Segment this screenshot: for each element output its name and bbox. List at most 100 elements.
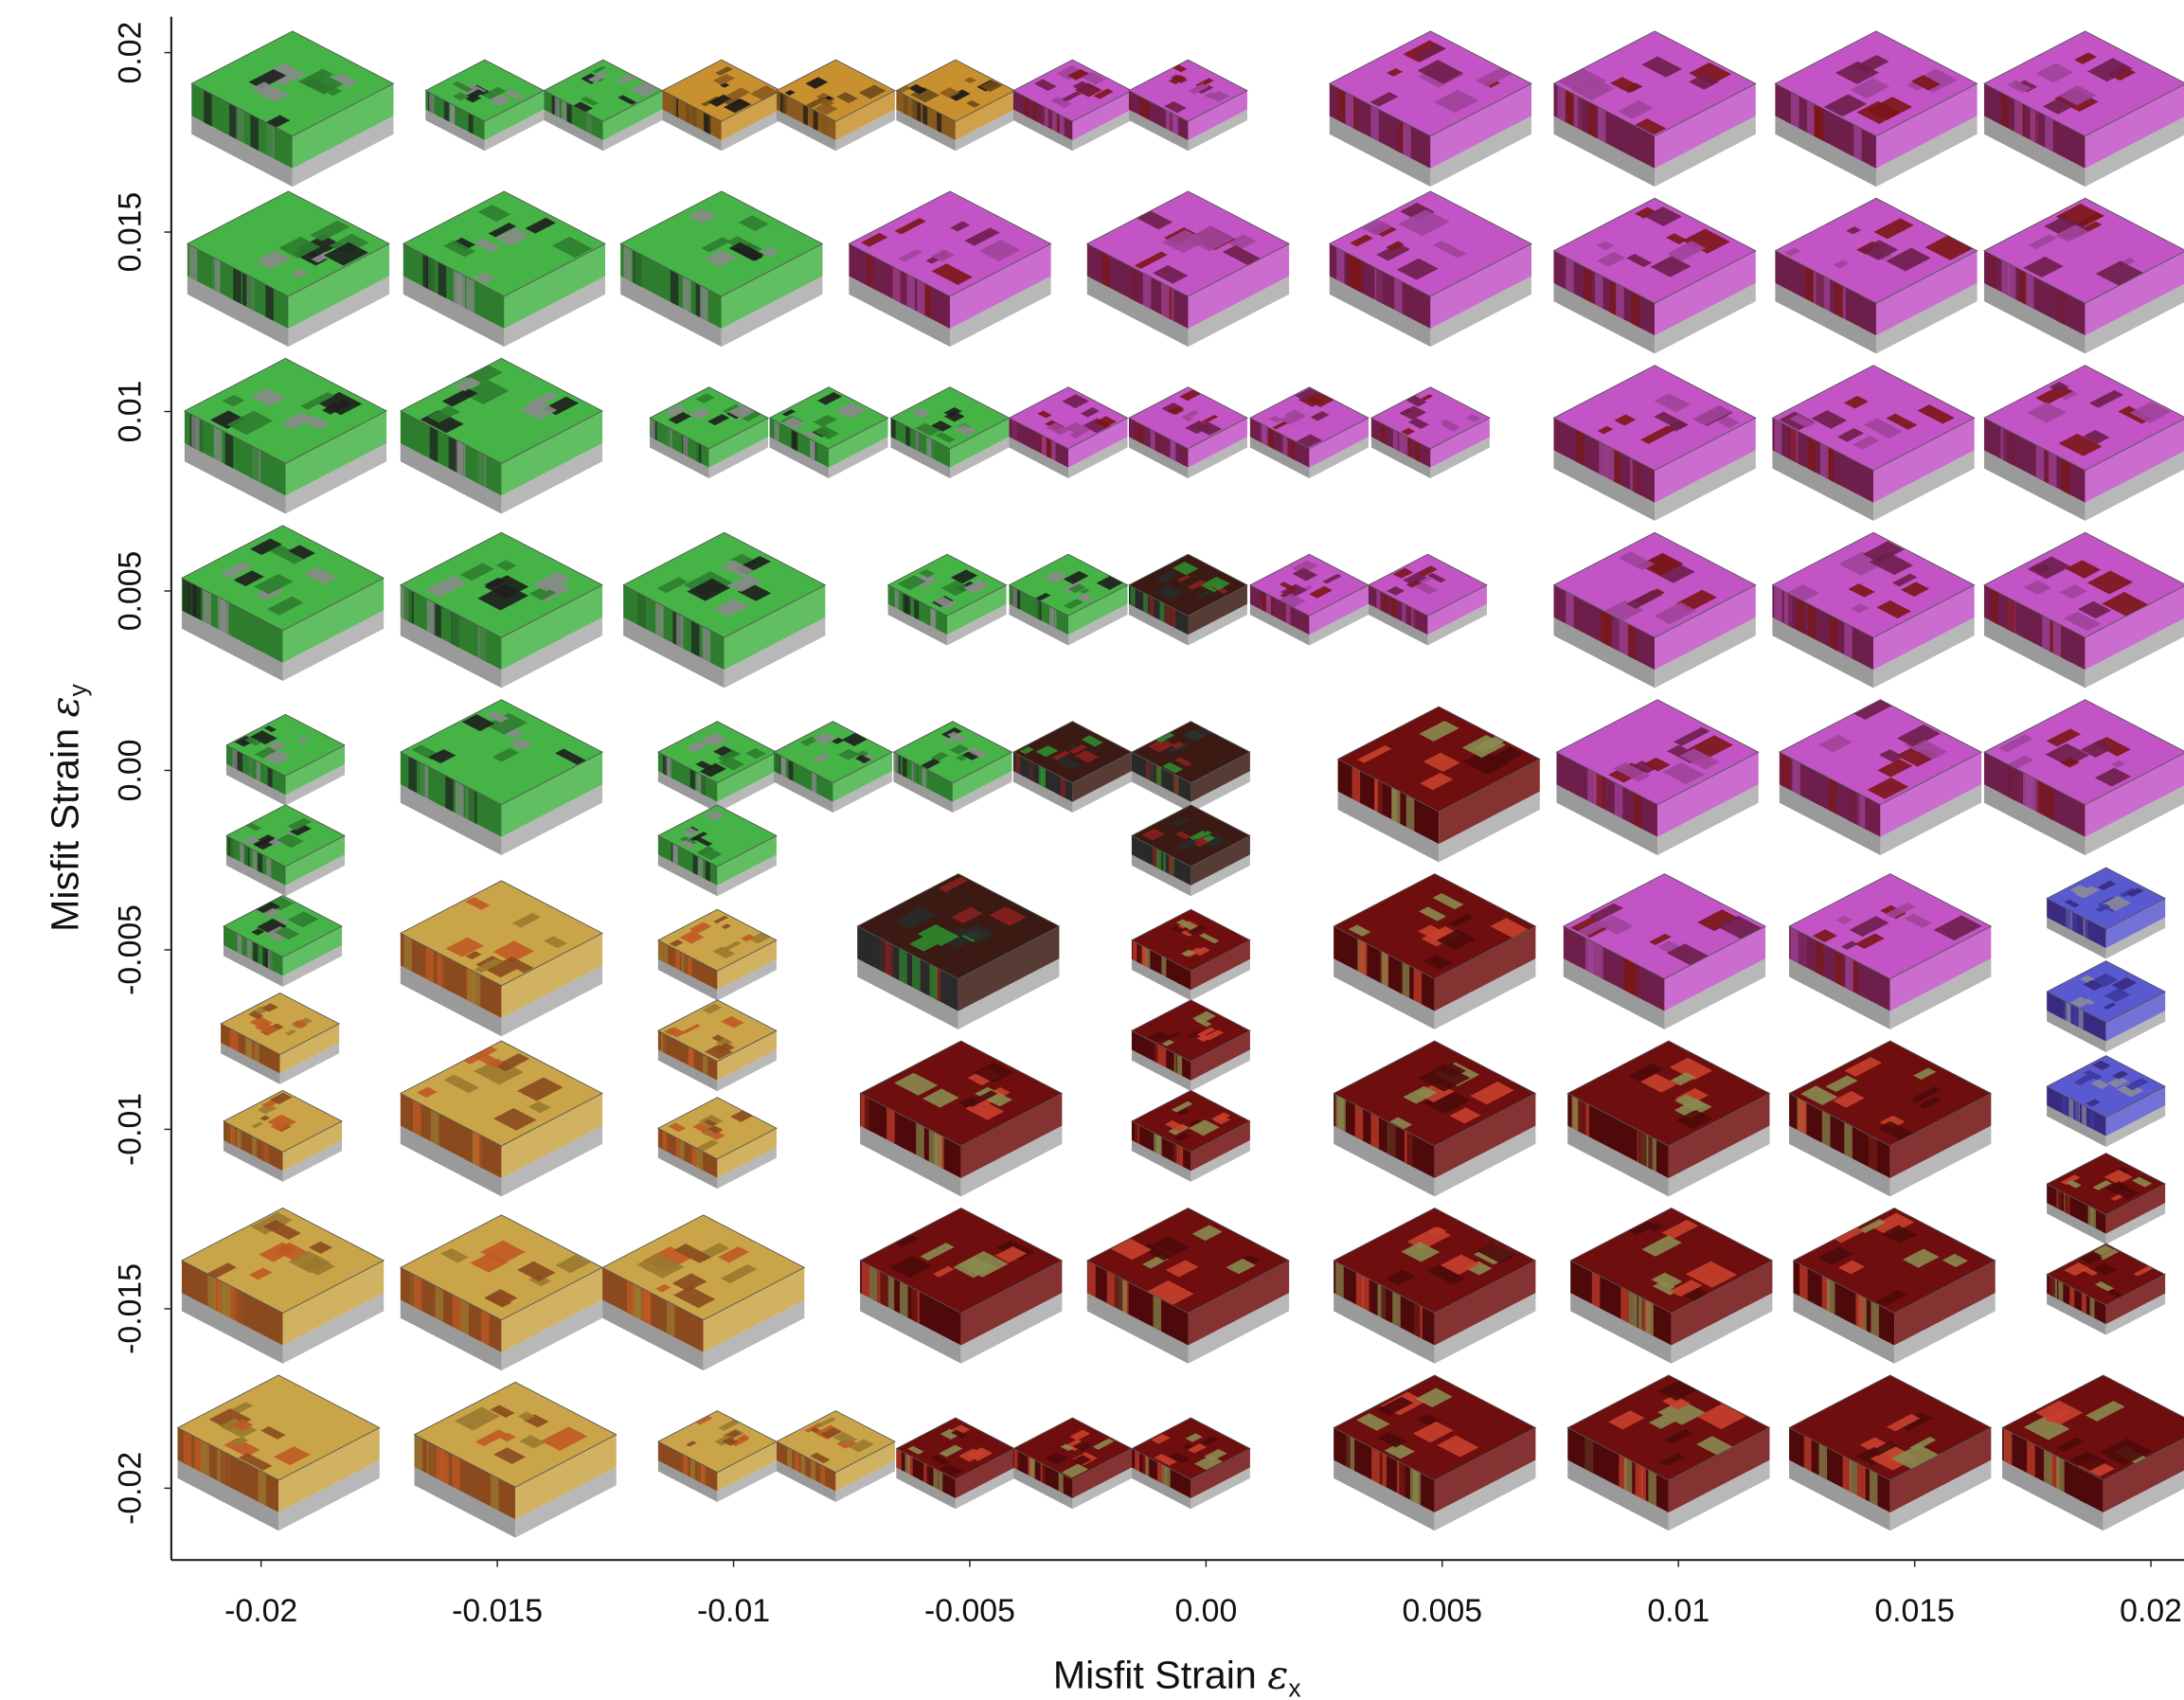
cube-side-domain	[230, 837, 235, 859]
cube-side-domain	[435, 1285, 443, 1322]
domain-cube	[1132, 909, 1250, 1000]
domain-cube	[1780, 700, 1981, 855]
y-axis-title-text: Misfit Strain	[43, 728, 86, 932]
cube-side-domain	[1286, 603, 1291, 625]
cube-side-domain	[2056, 1456, 2065, 1493]
cube-side-domain	[1633, 458, 1641, 495]
cube-side-domain	[924, 604, 929, 626]
domain-cube	[1567, 1041, 1769, 1196]
cube-side-domain	[1172, 113, 1176, 134]
cube-side-domain	[787, 1447, 792, 1469]
domain-cube	[1132, 1000, 1250, 1091]
cube-side-domain	[1399, 432, 1404, 454]
cube-side-domain	[439, 262, 447, 299]
cube-side-domain	[247, 275, 256, 312]
cube-side-domain	[1087, 1261, 1096, 1297]
domain-cube	[896, 60, 1014, 151]
cube-side-domain	[255, 1041, 260, 1063]
cube-side-domain	[942, 1473, 947, 1494]
cube-side-domain	[1857, 962, 1866, 999]
domain-cube	[401, 1041, 602, 1196]
x-tick-label: 0.005	[1402, 1593, 1482, 1629]
x-tick-label: 0.015	[1874, 1593, 1955, 1629]
cube-side-domain	[1820, 443, 1829, 480]
cube-side-domain	[658, 940, 663, 962]
cube-side-domain	[253, 941, 258, 963]
cube-side-domain	[1781, 422, 1790, 459]
cube-side-domain	[880, 1271, 888, 1308]
cube-side-domain	[252, 850, 257, 871]
cube-side-domain	[1036, 1460, 1041, 1482]
domain-cube	[1009, 554, 1127, 645]
cube-side-domain	[815, 442, 820, 464]
cube-side-domain	[1822, 1111, 1831, 1148]
domain-cube	[1338, 707, 1540, 862]
cube-side-domain	[1061, 777, 1065, 798]
cube-side-domain	[1173, 774, 1178, 796]
cube-side-domain	[690, 1458, 695, 1480]
cube-side-domain	[667, 1301, 675, 1338]
cube-side-domain	[1634, 792, 1642, 829]
domain-cube	[1334, 1208, 1535, 1364]
cube-side-domain	[1140, 1453, 1145, 1475]
cube-side-domain	[1616, 283, 1624, 320]
domain-cube	[1789, 1041, 1991, 1196]
cube-side-domain	[635, 251, 643, 288]
domain-cube	[226, 805, 345, 896]
cube-side-domain	[1603, 1278, 1612, 1315]
cube-side-domain	[1572, 1430, 1581, 1467]
cube-side-domain	[1365, 262, 1373, 299]
cube-side-domain	[408, 757, 417, 794]
cube-side-domain	[1387, 1121, 1396, 1158]
domain-cube	[1013, 60, 1132, 151]
cube-side-domain	[466, 277, 474, 313]
cube-side-domain	[1584, 266, 1592, 303]
cube-side-domain	[698, 856, 703, 878]
cube-side-domain	[1635, 1463, 1643, 1500]
cube-side-domain	[1371, 1447, 1380, 1484]
cube-side-domain	[1346, 92, 1354, 129]
domain-cube	[770, 387, 888, 478]
cube-side-domain	[1566, 591, 1574, 628]
domain-cube	[602, 1215, 804, 1370]
cube-side-domain	[1392, 787, 1401, 824]
domain-cube	[650, 387, 768, 478]
cube-side-domain	[1998, 592, 2007, 629]
cube-side-domain	[1799, 931, 1807, 968]
cube-side-domain	[1376, 268, 1385, 305]
domain-cube	[1570, 1208, 1772, 1364]
cube-side-domain	[1095, 247, 1103, 284]
cube-side-domain	[240, 843, 244, 865]
domain-cube	[185, 358, 386, 513]
cube-side-domain	[900, 1281, 908, 1318]
cube-side-domain	[1012, 587, 1017, 609]
cube-side-domain	[691, 1146, 696, 1168]
cube-side-domain	[929, 964, 938, 1001]
domain-cube	[1772, 366, 1974, 521]
cube-side-domain	[252, 1136, 257, 1158]
y-tick-label: -0.005	[113, 904, 149, 995]
domain-cube	[1013, 1418, 1132, 1509]
cube-side-domain	[444, 100, 449, 122]
cube-side-domain	[1282, 435, 1287, 456]
cube-side-domain	[477, 451, 486, 488]
cube-side-domain	[451, 612, 459, 649]
cube-side-domain	[481, 1310, 490, 1347]
cube-side-domain	[1134, 1122, 1138, 1144]
cube-side-domain	[680, 1139, 685, 1161]
domain-cube	[1334, 1041, 1535, 1196]
cube-side-domain	[1827, 1278, 1835, 1315]
cube-side-domain	[1554, 251, 1563, 288]
cube-side-domain	[1261, 423, 1265, 445]
cube-side-domain	[256, 761, 260, 782]
cube-side-domain	[1115, 1275, 1123, 1312]
cube-side-domain	[691, 620, 700, 657]
cube-side-domain	[237, 1289, 245, 1326]
cube-side-domain	[1986, 252, 1995, 289]
cube-side-domain	[2090, 1297, 2095, 1318]
cube-side-domain	[803, 104, 808, 126]
domain-cube	[2047, 1056, 2165, 1147]
cube-side-domain	[1336, 247, 1345, 284]
cube-side-domain	[268, 767, 273, 789]
domain-cube	[544, 60, 662, 151]
